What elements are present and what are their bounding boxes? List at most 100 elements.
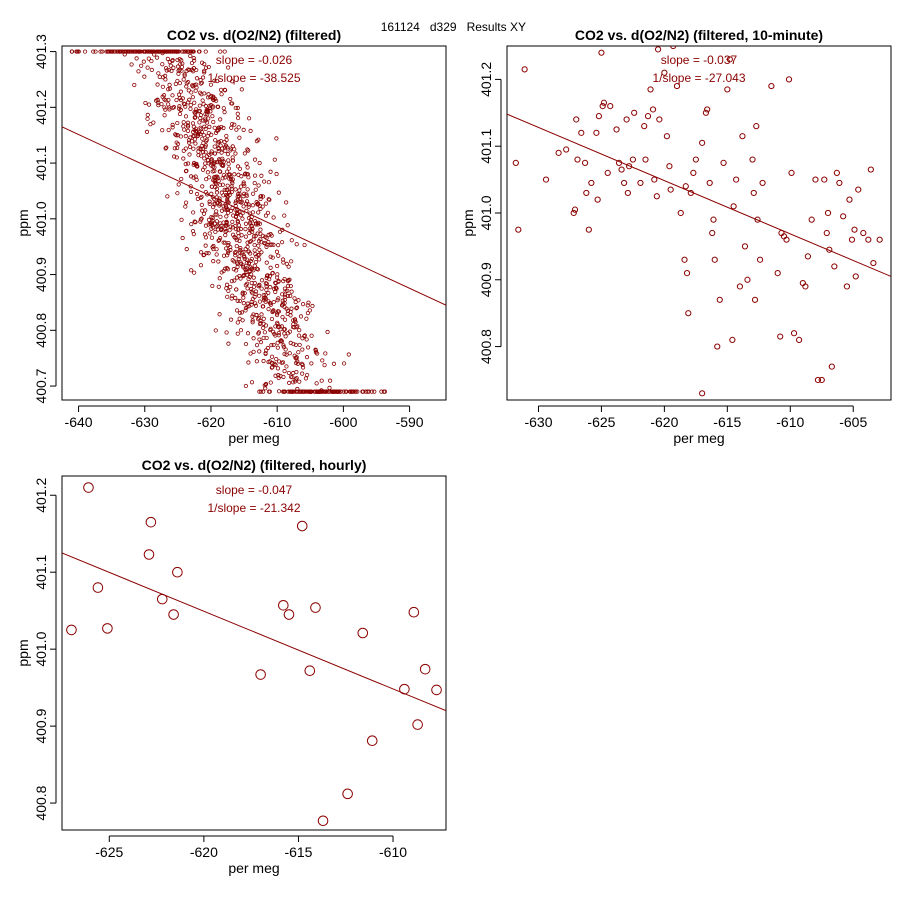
data-point — [233, 227, 239, 232]
data-point — [249, 280, 254, 286]
data-point — [238, 213, 243, 218]
data-point — [183, 134, 188, 139]
data-point — [300, 301, 306, 307]
data-point — [177, 80, 183, 86]
data-point — [225, 193, 230, 199]
data-point — [198, 115, 203, 121]
data-point — [267, 301, 273, 306]
data-point — [642, 156, 649, 163]
data-point — [176, 71, 181, 76]
data-point — [284, 306, 289, 311]
data-point — [295, 324, 300, 329]
data-point — [226, 166, 231, 171]
data-point — [202, 70, 207, 75]
data-point — [594, 196, 601, 203]
data-point — [236, 227, 241, 232]
plot-frame — [61, 45, 447, 401]
data-point — [759, 179, 766, 187]
data-point — [751, 296, 759, 303]
data-point — [199, 202, 204, 207]
data-point — [372, 389, 377, 394]
data-point — [234, 127, 239, 132]
data-point — [225, 253, 230, 258]
data-point — [282, 213, 287, 218]
data-point — [235, 320, 240, 325]
data-point — [266, 389, 272, 394]
data-point — [287, 351, 292, 356]
data-point — [288, 340, 293, 345]
data-point — [257, 282, 262, 287]
data-point — [220, 176, 225, 181]
data-point — [263, 213, 269, 218]
data-point — [198, 217, 203, 222]
x-tick-label: -620 — [650, 414, 678, 430]
data-point — [231, 213, 236, 218]
data-point — [227, 172, 232, 177]
data-point — [232, 147, 237, 152]
data-point — [226, 288, 231, 294]
data-point — [232, 278, 237, 283]
data-point — [222, 110, 227, 115]
data-point — [647, 86, 654, 93]
data-point — [215, 174, 220, 179]
data-point — [251, 237, 256, 242]
data-point — [115, 49, 120, 54]
data-point — [209, 149, 214, 154]
data-point — [216, 127, 221, 133]
data-point — [246, 204, 251, 209]
data-point — [192, 115, 197, 120]
data-point — [227, 228, 232, 233]
data-point — [228, 247, 233, 253]
data-point — [190, 121, 196, 126]
data-point — [295, 389, 300, 394]
data-point — [195, 163, 200, 169]
data-point — [224, 133, 229, 139]
data-point — [214, 190, 220, 195]
data-point — [213, 181, 219, 187]
x-tick-label: -610 — [263, 414, 291, 430]
data-point — [273, 285, 278, 290]
data-point — [585, 226, 592, 233]
data-point — [309, 333, 314, 338]
data-point — [262, 330, 267, 335]
data-point — [198, 219, 203, 224]
data-point — [228, 317, 234, 322]
data-point — [288, 293, 293, 299]
data-point — [254, 139, 260, 144]
data-point — [588, 179, 595, 187]
data-point — [219, 124, 224, 130]
data-point — [243, 221, 249, 226]
y-axis-label: ppm — [15, 639, 31, 666]
data-point — [241, 204, 246, 209]
data-point — [273, 373, 278, 378]
data-point — [283, 294, 288, 299]
data-point — [172, 154, 177, 159]
data-point — [828, 363, 835, 370]
data-point — [203, 111, 208, 117]
data-point — [253, 259, 258, 265]
data-point — [102, 623, 113, 634]
data-point — [210, 114, 215, 119]
data-point — [298, 314, 304, 319]
data-point — [649, 106, 657, 113]
data-point — [198, 81, 203, 86]
data-point — [234, 275, 240, 280]
data-point — [236, 125, 241, 130]
data-point — [206, 64, 211, 70]
data-point — [203, 49, 208, 54]
data-point — [225, 207, 231, 212]
data-point — [315, 351, 320, 356]
data-point — [215, 223, 220, 228]
data-point — [206, 222, 211, 227]
data-point — [304, 337, 309, 342]
data-point — [201, 149, 206, 155]
data-point — [739, 133, 746, 140]
data-point — [188, 49, 194, 54]
data-point — [224, 223, 229, 228]
data-point — [188, 102, 193, 108]
data-point — [210, 215, 215, 220]
data-point — [821, 176, 828, 183]
data-point — [276, 190, 281, 195]
data-point — [251, 191, 256, 196]
data-point — [226, 248, 231, 254]
